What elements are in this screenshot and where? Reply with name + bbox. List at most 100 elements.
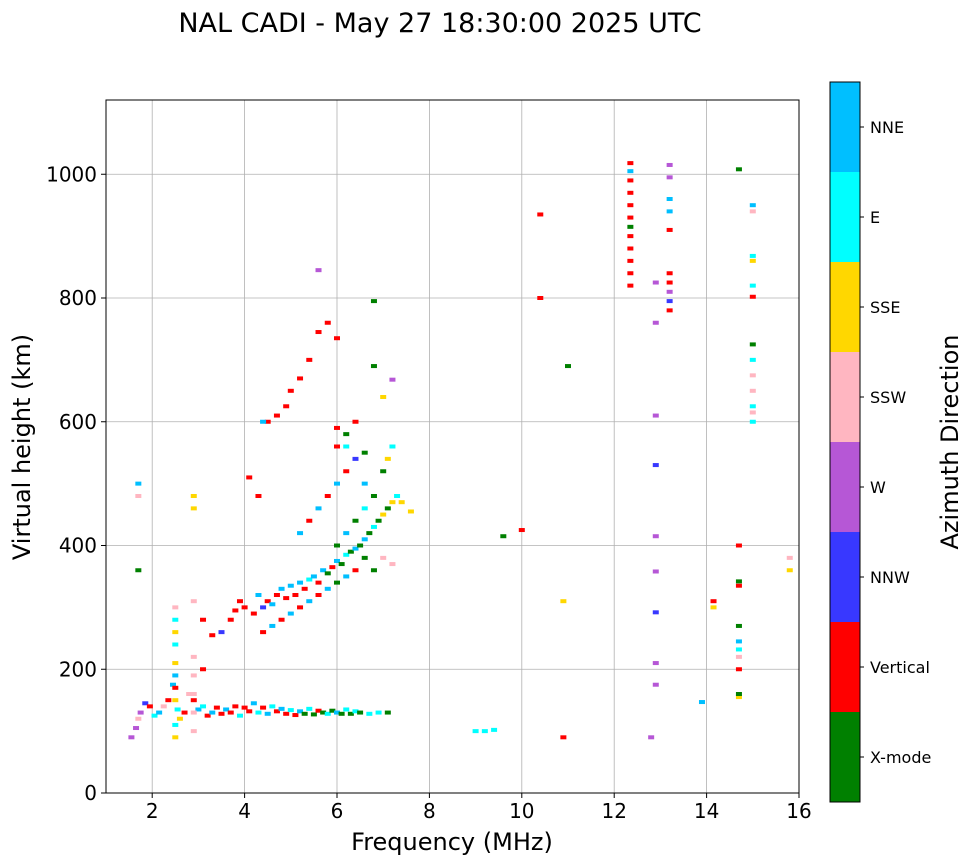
data-point xyxy=(264,711,271,716)
data-point xyxy=(176,716,183,721)
data-point xyxy=(334,543,340,548)
data-point xyxy=(172,685,179,690)
data-point xyxy=(250,701,257,706)
data-point xyxy=(352,546,359,551)
data-point xyxy=(735,692,742,696)
data-point xyxy=(735,583,742,588)
data-point xyxy=(370,494,377,498)
data-point xyxy=(749,388,756,393)
x-tick-label: 4 xyxy=(238,799,251,823)
data-point xyxy=(666,162,673,167)
data-point xyxy=(160,704,167,709)
data-point xyxy=(627,190,634,195)
colorbar: X-mode Vertical NNW W SSW SSE E NNE xyxy=(829,81,931,803)
data-point xyxy=(190,692,197,696)
data-point xyxy=(652,661,659,666)
data-point xyxy=(666,227,673,232)
data-point xyxy=(749,253,756,258)
data-point xyxy=(292,713,299,718)
data-point xyxy=(297,605,304,610)
data-point xyxy=(343,574,350,579)
data-point xyxy=(565,364,571,369)
data-point xyxy=(232,608,239,613)
data-point xyxy=(146,704,153,709)
data-point xyxy=(236,599,243,604)
data-point xyxy=(246,709,253,714)
data-point xyxy=(343,444,350,449)
data-point xyxy=(269,602,276,607)
data-point xyxy=(278,706,285,711)
data-point xyxy=(310,712,317,717)
x-tick-label: 16 xyxy=(786,799,811,823)
data-point xyxy=(315,708,322,713)
data-point xyxy=(172,735,179,740)
data-point xyxy=(283,711,290,716)
data-point xyxy=(652,682,659,687)
colorbar-frame xyxy=(829,81,861,803)
data-point xyxy=(306,357,313,362)
data-point xyxy=(361,450,368,455)
data-point xyxy=(472,729,479,734)
data-point xyxy=(666,289,673,294)
data-point xyxy=(227,710,234,715)
data-point xyxy=(278,617,285,622)
data-point xyxy=(380,555,387,560)
data-point xyxy=(260,419,267,424)
data-point xyxy=(223,707,230,712)
data-point xyxy=(204,713,211,718)
data-point xyxy=(537,296,544,300)
data-point xyxy=(735,695,742,700)
data-point xyxy=(500,534,507,539)
data-point xyxy=(652,463,659,468)
data-point xyxy=(334,481,340,486)
x-axis-label: Frequency (MHz) xyxy=(351,828,553,856)
plot-area-frame xyxy=(105,99,800,794)
data-point xyxy=(190,698,197,703)
data-point xyxy=(361,555,368,560)
data-point xyxy=(666,280,673,285)
data-point xyxy=(315,580,322,585)
data-point xyxy=(209,710,216,715)
y-tick-label: 800 xyxy=(59,286,97,310)
data-point xyxy=(652,413,659,418)
data-point xyxy=(169,682,176,687)
data-point xyxy=(652,610,659,615)
data-point xyxy=(306,577,313,582)
data-point xyxy=(306,706,313,711)
data-point xyxy=(190,673,197,678)
data-point xyxy=(735,167,742,172)
data-point xyxy=(200,617,207,622)
data-point xyxy=(133,726,140,731)
data-point xyxy=(260,705,267,710)
data-point xyxy=(329,565,336,570)
data-point xyxy=(190,494,197,498)
data-point xyxy=(172,642,179,647)
data-point xyxy=(627,246,634,251)
data-point xyxy=(190,654,197,659)
data-point xyxy=(749,294,756,299)
colorbar-segment xyxy=(830,82,860,172)
data-point xyxy=(255,494,262,498)
data-point xyxy=(370,524,377,529)
data-point xyxy=(361,537,368,542)
data-point xyxy=(749,203,756,208)
data-point xyxy=(273,709,280,714)
data-point xyxy=(560,735,567,740)
data-point xyxy=(366,711,373,716)
data-point xyxy=(666,209,673,214)
data-point xyxy=(361,481,368,486)
colorbar-segment xyxy=(830,442,860,532)
data-point xyxy=(352,568,359,573)
data-point xyxy=(287,611,294,616)
data-point xyxy=(218,630,225,635)
x-tick-label: 10 xyxy=(509,799,534,823)
data-point xyxy=(343,469,350,474)
data-point xyxy=(334,580,340,585)
data-point xyxy=(264,599,271,604)
data-point xyxy=(324,586,331,591)
data-point xyxy=(384,506,391,511)
data-point xyxy=(156,710,163,715)
data-point xyxy=(560,599,567,604)
data-point xyxy=(135,716,142,721)
